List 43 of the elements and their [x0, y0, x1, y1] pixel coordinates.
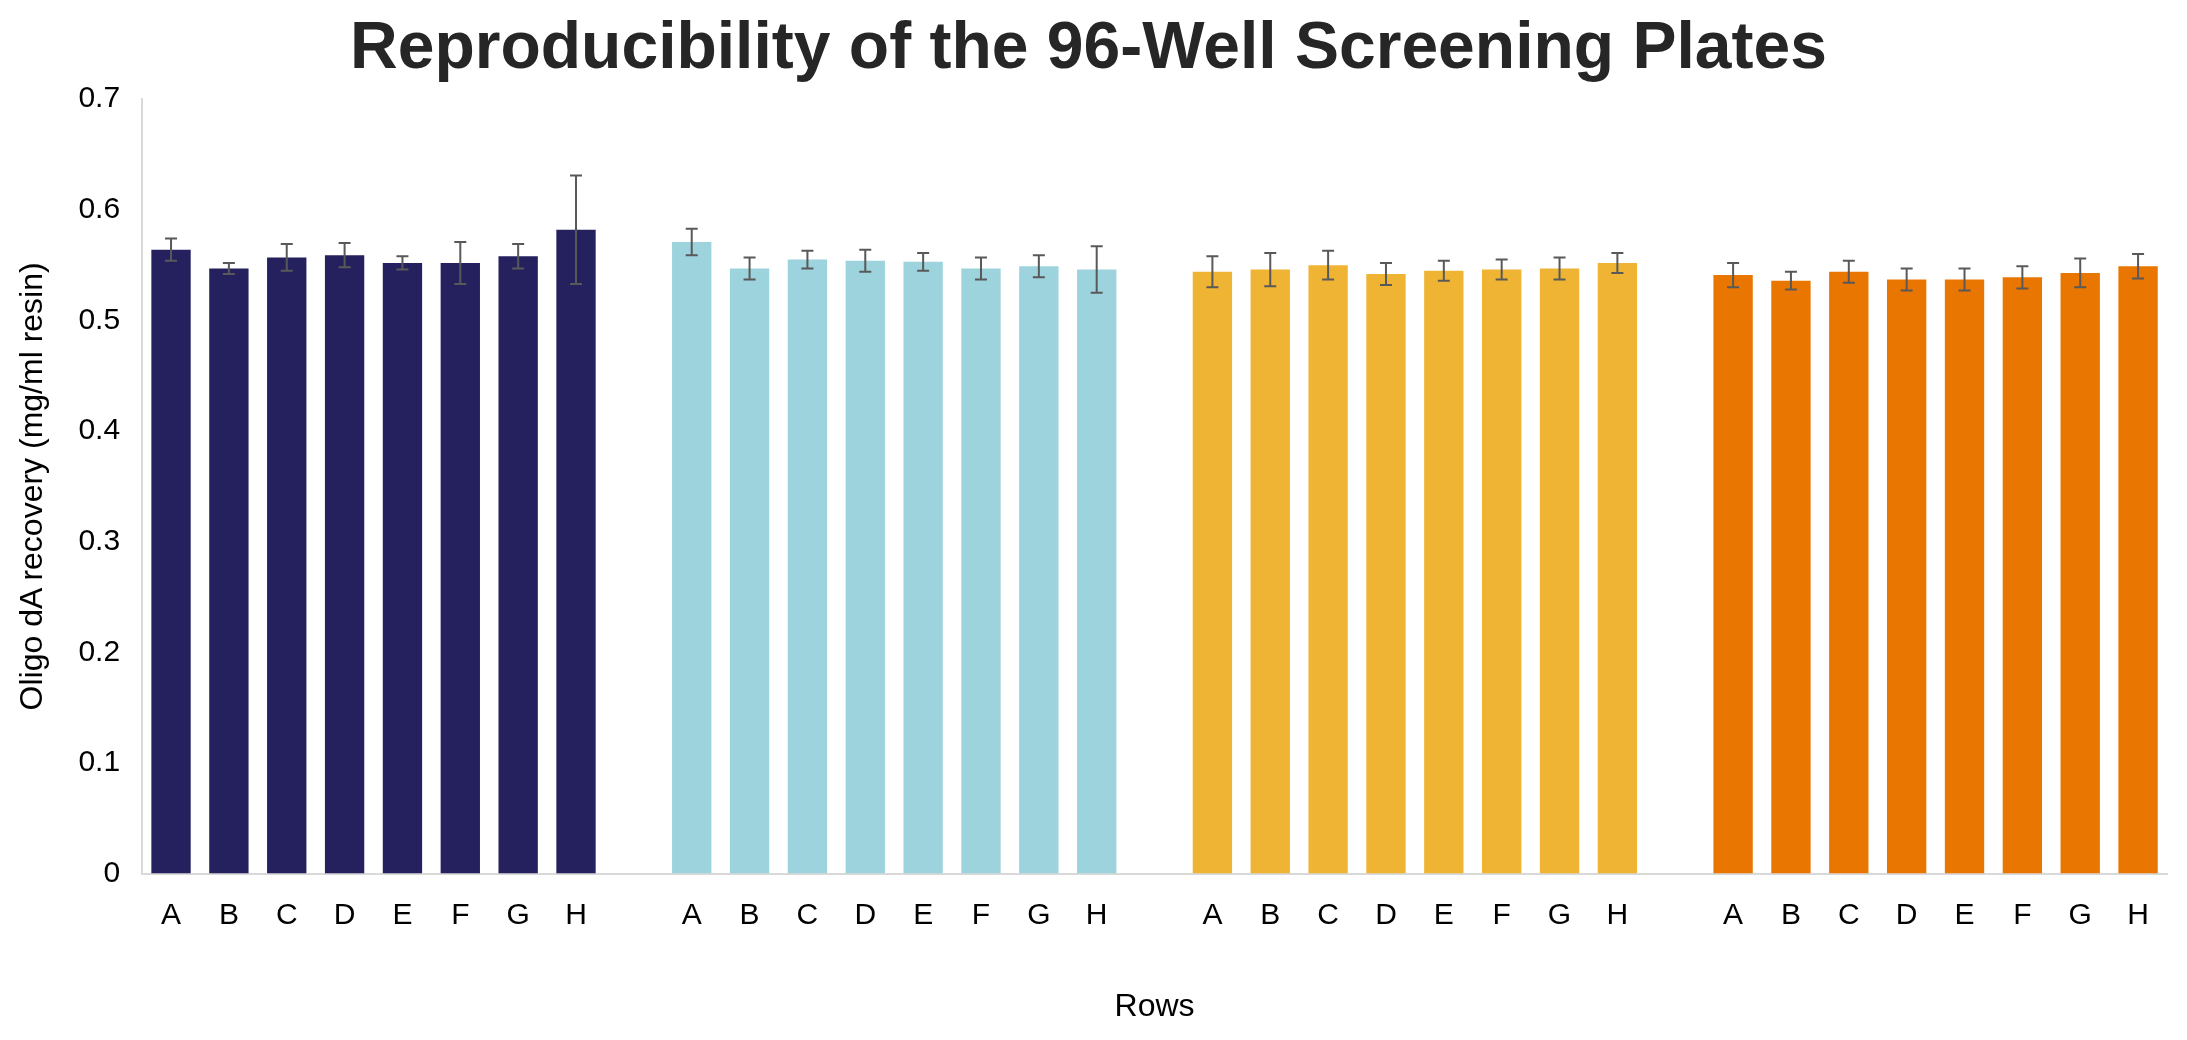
x-tick-label: A — [681, 896, 702, 930]
x-tick-label: E — [392, 896, 413, 930]
x-tick-label: C — [796, 896, 819, 930]
y-tick-label: 0.1 — [78, 744, 121, 778]
x-tick-label: F — [971, 896, 991, 930]
y-tick-label: 0.6 — [78, 191, 121, 225]
x-tick-label: A — [161, 896, 182, 930]
x-tick-label: F — [1492, 896, 1511, 930]
y-tick-label: 0.7 — [78, 80, 121, 114]
x-tick-label: G — [1547, 896, 1572, 930]
x-tick-label: H — [565, 896, 587, 930]
x-tick-label: C — [275, 896, 298, 930]
x-tick-label: E — [1433, 896, 1454, 930]
x-tick-label: D — [1895, 896, 1918, 930]
x-tick-label: H — [2127, 896, 2149, 930]
x-tick-label: E — [913, 896, 934, 930]
y-tick-label: 0.3 — [78, 522, 121, 556]
y-tick-label: 0 — [103, 854, 121, 888]
x-tick-label: C — [1837, 896, 1860, 930]
x-tick-label: B — [1260, 896, 1281, 930]
chart-title: Reproducibility of the 96-Well Screening Plates — [350, 7, 1827, 82]
x-tick-label: F — [451, 896, 470, 930]
x-tick-label: E — [1954, 896, 1975, 930]
x-tick-label: G — [2068, 896, 2092, 930]
x-axis-title: Rows — [1114, 986, 1195, 1023]
x-tick-label: H — [1606, 896, 1629, 930]
x-tick-label: A — [1202, 896, 1223, 930]
x-tick-label: B — [218, 896, 239, 930]
x-tick-label: B — [739, 896, 760, 930]
x-tick-label: G — [506, 896, 530, 930]
x-tick-label: D — [1375, 896, 1397, 930]
x-tick-label: H — [1085, 896, 1108, 930]
x-tick-label: F — [2013, 896, 2032, 930]
y-tick-label: 0.5 — [78, 301, 121, 335]
x-tick-label: C — [1317, 896, 1339, 930]
y-tick-label: 0.2 — [78, 633, 121, 667]
x-tick-label: A — [1723, 896, 1744, 930]
x-tick-label: D — [854, 896, 877, 930]
y-tick-label: 0.4 — [78, 412, 121, 446]
x-tick-label: D — [333, 896, 356, 930]
x-tick-label: G — [1027, 896, 1051, 930]
x-tick-label: B — [1780, 896, 1801, 930]
y-axis-title: Oligo dA recovery (mg/ml resin) — [13, 262, 50, 711]
